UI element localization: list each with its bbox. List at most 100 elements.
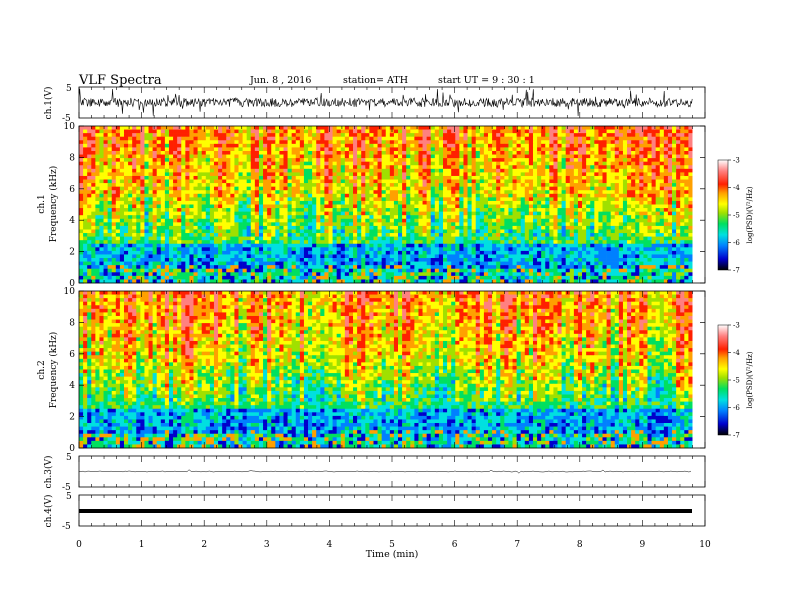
spectrogram-cell [197,172,202,177]
spectrogram-cell [459,143,464,148]
spectrogram-cell [91,222,96,227]
spectrogram-cell [447,179,452,184]
spectrogram-cell [369,172,374,177]
spectrogram-cell [561,190,566,195]
spectrogram-cell [152,197,158,202]
spectrogram-cell [512,197,517,202]
spectrogram-cell [316,218,321,223]
spectrogram-cell [353,126,358,130]
spectrogram-cell [132,215,137,220]
spectrogram-cell [226,215,231,220]
spectrogram-cell [398,150,403,155]
spectrogram-cell [565,161,571,166]
spectrogram-cell [377,175,382,180]
spectrogram-cell [610,172,616,177]
spectrogram-cell [561,168,566,173]
spectrogram-cell [676,179,681,184]
spectrogram-cell [287,126,292,130]
spectrogram-cell [684,200,689,205]
spectrogram-cell [467,136,472,141]
spectrogram-cell [123,204,129,209]
spectrogram-cell [209,136,215,141]
spectrogram-cell [340,183,346,187]
spectrogram-cell [279,218,284,223]
spectrogram-cell [332,240,337,245]
spectrogram-cell [140,150,145,155]
spectrogram-cell [83,236,88,241]
spectrogram-cell [434,215,440,220]
spectrogram-cell [667,197,673,202]
spectrogram-cell [168,143,174,148]
spectrogram-cell [132,225,137,230]
spectrogram-cell [197,211,202,216]
spectrogram-cell [565,150,571,155]
spectrogram-cell [602,190,607,195]
spectrogram-cell [115,190,121,195]
spectrogram-cell [537,225,542,230]
spectrogram-cell [128,225,133,230]
spectrogram-cell [291,193,297,198]
spectrogram-cell [324,233,329,237]
spectrogram-cell [369,150,374,155]
spectrogram-cell [684,179,689,184]
spectrogram-cell [365,147,370,152]
spectrogram-cell [144,175,149,180]
spectrogram-cell [369,140,374,145]
spectrogram-cell [659,168,665,173]
spectrogram-cell [402,143,407,148]
spectrogram-cell [267,229,272,234]
spectrogram-cell [500,190,505,195]
spectrogram-cell [479,172,485,177]
spectrogram-cell [635,197,640,202]
spectrogram-cell [275,233,280,237]
spectrogram-cell [336,183,342,187]
spectrogram-cell [569,158,575,162]
spectrogram-cell [193,218,198,223]
spectrogram-cell [418,143,423,148]
spectrogram-cell [627,179,632,184]
spectrogram-cell [213,208,219,212]
spectrogram-cell [308,143,313,148]
spectrogram-cell [160,243,166,248]
spectrogram-cell [316,193,321,198]
spectrogram-cell [365,236,370,241]
spectrogram-cell [455,126,460,130]
spectrogram-cell [267,193,272,198]
spectrogram-cell [573,165,579,170]
spectrogram-cell [107,190,113,195]
spectrogram-cell [463,136,468,141]
spectrogram-cell [193,161,198,166]
spectrogram-cell [475,154,481,159]
spectrogram-cell [144,233,149,237]
spectrogram-cell [173,236,178,241]
spectrogram-cell [516,172,522,177]
spectrogram-cell [451,208,456,212]
spectrogram-cell [443,133,448,138]
spectrogram-cell [639,147,644,152]
spectrogram-cell [590,168,595,173]
spectrogram-cell [516,193,522,198]
spectrogram-cell [320,211,325,216]
spectrogram-cell [447,233,452,237]
spectrogram-cell [168,200,174,205]
spectrogram-cell [610,143,616,148]
spectrogram-cell [406,215,411,220]
spectrogram-cell [246,211,252,216]
spectrogram-cell [459,161,464,166]
spectrogram-cell [132,136,137,141]
spectrogram-cell [463,208,468,212]
spectrogram-cell [487,208,493,212]
spectrogram-cell [303,136,309,141]
spectrogram-cell [434,186,440,191]
spectrogram-cell [426,190,432,195]
spectrogram-cell [316,215,321,220]
spectrogram-cell [99,147,104,152]
spectrogram-cell [365,161,370,166]
spectrogram-cell [504,129,509,134]
spectrogram-cell [398,236,403,241]
spectrogram-cell [173,183,178,187]
spectrogram-cell [447,154,452,159]
spectrogram-cell [467,158,472,162]
spectrogram-cell [148,172,153,177]
spectrogram-cell [209,147,215,152]
